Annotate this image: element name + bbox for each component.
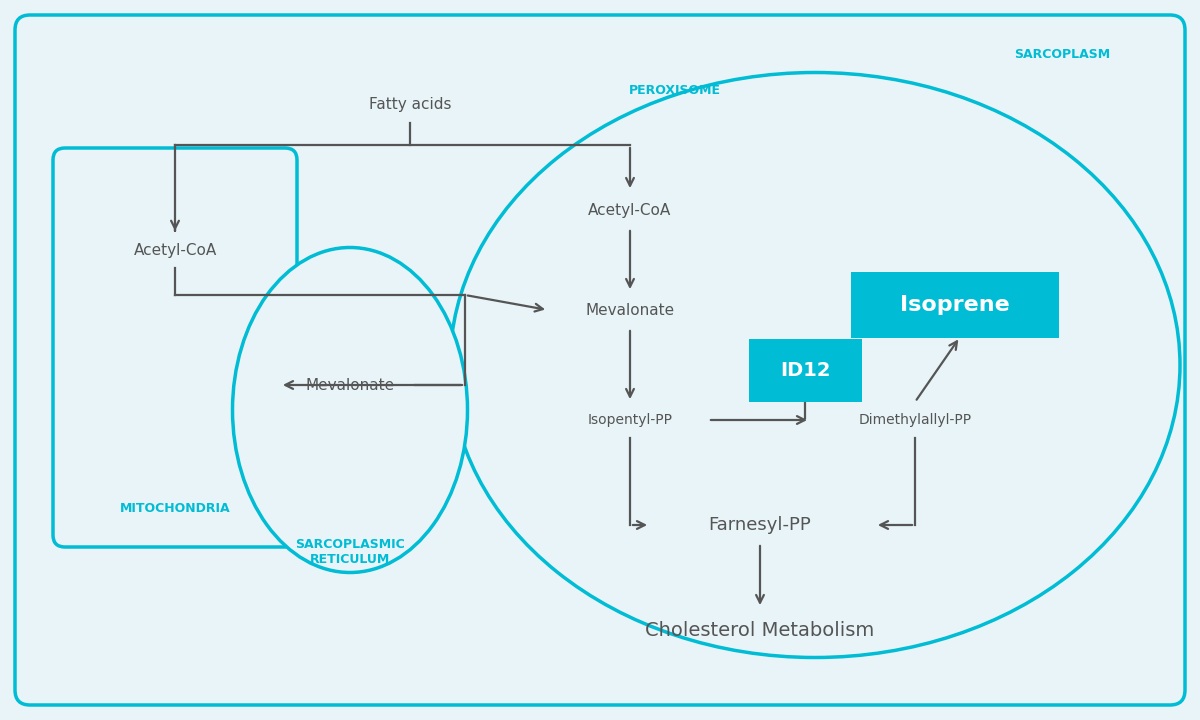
FancyBboxPatch shape xyxy=(851,272,1060,338)
Text: Fatty acids: Fatty acids xyxy=(368,97,451,112)
Text: MITOCHONDRIA: MITOCHONDRIA xyxy=(120,502,230,515)
Ellipse shape xyxy=(450,73,1180,657)
FancyBboxPatch shape xyxy=(14,15,1186,705)
Text: Mevalonate: Mevalonate xyxy=(306,377,395,392)
Text: Dimethylallyl-PP: Dimethylallyl-PP xyxy=(858,413,972,427)
FancyBboxPatch shape xyxy=(53,148,298,547)
Text: Isoprene: Isoprene xyxy=(900,295,1010,315)
Text: SARCOPLASM: SARCOPLASM xyxy=(1014,48,1110,61)
Ellipse shape xyxy=(233,248,468,572)
Text: PEROXISOME: PEROXISOME xyxy=(629,84,721,96)
Text: SARCOPLASMIC
RETICULUM: SARCOPLASMIC RETICULUM xyxy=(295,538,404,566)
Text: Acetyl-CoA: Acetyl-CoA xyxy=(133,243,217,258)
FancyBboxPatch shape xyxy=(749,338,862,402)
Text: Isopentyl-PP: Isopentyl-PP xyxy=(588,413,672,427)
Text: ID12: ID12 xyxy=(780,361,830,379)
Text: Cholesterol Metabolism: Cholesterol Metabolism xyxy=(646,621,875,639)
Text: Mevalonate: Mevalonate xyxy=(586,302,674,318)
Text: Acetyl-CoA: Acetyl-CoA xyxy=(588,202,672,217)
Text: Farnesyl-PP: Farnesyl-PP xyxy=(709,516,811,534)
